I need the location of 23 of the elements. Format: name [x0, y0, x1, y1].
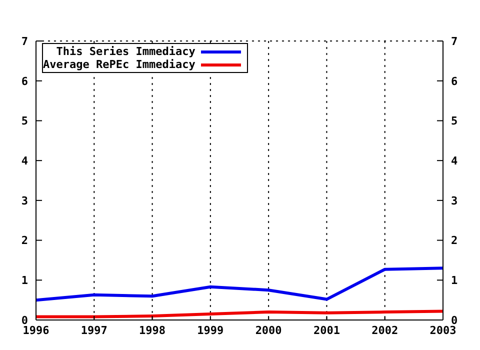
- y-tick-label: 3: [21, 194, 28, 208]
- x-tick-label: 1998: [139, 324, 166, 337]
- x-tick-label: 2002: [372, 324, 398, 337]
- line-series: [36, 266, 443, 302]
- y-tick-label: 5: [21, 114, 28, 128]
- y-tick-label: 2: [21, 234, 28, 248]
- x-tick-label: 1999: [197, 324, 224, 337]
- y2-tick-label: 2: [451, 234, 458, 248]
- y2-tick-label: 6: [451, 74, 458, 88]
- x-tick-label: 2000: [255, 324, 282, 337]
- y-tick-label: 7: [21, 34, 28, 48]
- x-tick-label: 1997: [80, 324, 108, 337]
- y2-tick-label: 4: [451, 154, 458, 168]
- y-tick-label: 1: [21, 274, 28, 288]
- y-tick-label: 4: [21, 154, 28, 168]
- y-tick-label: 6: [21, 74, 28, 88]
- legend-label: Average RePEc Immediacy: [43, 58, 196, 71]
- x-tick-label: 2001: [313, 324, 340, 337]
- y2-tick-label: 5: [451, 114, 458, 128]
- y2-tick-label: 7: [451, 34, 458, 48]
- legend-label: This Series Immediacy: [56, 45, 196, 58]
- y2-tick-label: 1: [451, 274, 458, 288]
- y2-tick-label: 3: [451, 194, 458, 208]
